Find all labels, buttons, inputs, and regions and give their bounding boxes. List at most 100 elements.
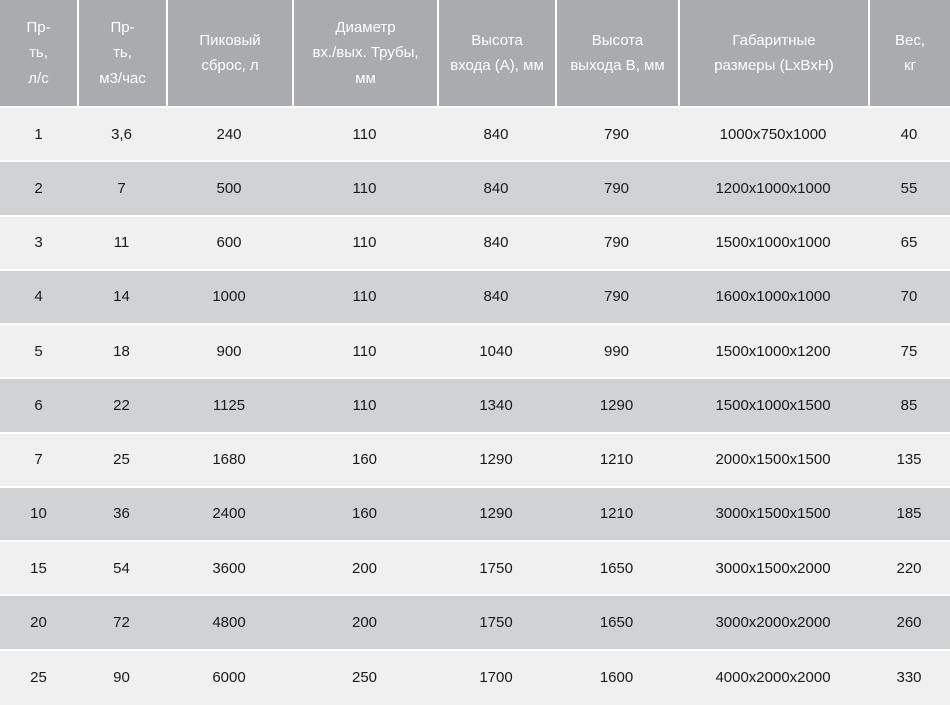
table-cell: 6 xyxy=(0,379,77,434)
table-cell: 840 xyxy=(437,270,555,326)
table-cell: 70 xyxy=(868,270,950,326)
table-cell: 6000 xyxy=(166,650,292,705)
table-cell: 240 xyxy=(166,108,292,163)
table-cell: 18 xyxy=(77,325,166,380)
table-cell: 790 xyxy=(555,108,678,163)
table-cell: 200 xyxy=(292,542,437,597)
table-cell: 3,6 xyxy=(77,108,166,163)
table-cell: 790 xyxy=(555,216,678,271)
table-body: 1 3,6 240 110 840 790 1000x750x1000 40 2 7 500 110 8… xyxy=(0,108,950,705)
table-cell: 1500x1000x1000 xyxy=(678,216,868,271)
column-header-1: Пр- ть, л/с xyxy=(0,0,77,108)
table-row: 5 18 900 110 1040 990 1500x1000x1200 75 xyxy=(0,325,950,380)
table-cell: 1000 xyxy=(166,270,292,326)
table-cell: 200 xyxy=(292,596,437,651)
table-cell: 110 xyxy=(292,216,437,271)
table-row: 15 54 3600 200 1750 1650 3000x1500x2000 220 xyxy=(0,542,950,597)
column-header-8: Вес, кг xyxy=(868,0,950,108)
table-cell: 22 xyxy=(77,379,166,434)
table-cell: 20 xyxy=(0,596,77,651)
table-cell: 110 xyxy=(292,379,437,434)
table-cell: 3600 xyxy=(166,542,292,597)
table-cell: 1290 xyxy=(437,433,555,488)
table-row: 3 11 600 110 840 790 1500x1000x1000 65 xyxy=(0,216,950,271)
table-cell: 55 xyxy=(868,162,950,217)
table-cell: 1290 xyxy=(437,487,555,543)
column-header-5: Высота входа (А), мм xyxy=(437,0,555,108)
table-cell: 14 xyxy=(77,270,166,326)
table-row: 25 90 6000 250 1700 1600 4000x2000x2000 330 xyxy=(0,650,950,705)
column-header-2: Пр- ть, м3/час xyxy=(77,0,166,108)
table-cell: 85 xyxy=(868,379,950,434)
table-cell: 1680 xyxy=(166,433,292,488)
table-cell: 72 xyxy=(77,596,166,651)
table-cell: 11 xyxy=(77,216,166,271)
table-cell: 135 xyxy=(868,433,950,488)
table-cell: 1650 xyxy=(555,542,678,597)
table-cell: 900 xyxy=(166,325,292,380)
table-cell: 1750 xyxy=(437,596,555,651)
table-cell: 1700 xyxy=(437,650,555,705)
table-cell: 4800 xyxy=(166,596,292,651)
table-cell: 600 xyxy=(166,216,292,271)
table-cell: 110 xyxy=(292,108,437,163)
table-cell: 790 xyxy=(555,162,678,217)
column-header-3: Пиковый сброс, л xyxy=(166,0,292,108)
table-cell: 220 xyxy=(868,542,950,597)
table-cell: 40 xyxy=(868,108,950,163)
header-row: Пр- ть, л/с Пр- ть, м3/час Пиковый сброс, … xyxy=(0,0,950,108)
table-cell: 1 xyxy=(0,108,77,163)
table-cell: 2000x1500x1500 xyxy=(678,433,868,488)
column-header-6: Высота выхода В, мм xyxy=(555,0,678,108)
table-cell: 25 xyxy=(0,650,77,705)
table-cell: 4 xyxy=(0,270,77,326)
table-cell: 1125 xyxy=(166,379,292,434)
table-cell: 1500x1000x1500 xyxy=(678,379,868,434)
table-cell: 1210 xyxy=(555,433,678,488)
table-cell: 110 xyxy=(292,270,437,326)
table-header: Пр- ть, л/с Пр- ть, м3/час Пиковый сброс, … xyxy=(0,0,950,108)
table-cell: 2400 xyxy=(166,487,292,543)
table-cell: 160 xyxy=(292,433,437,488)
table-cell: 65 xyxy=(868,216,950,271)
table-row: 7 25 1680 160 1290 1210 2000x1500x1500 135 xyxy=(0,433,950,488)
table-cell: 1650 xyxy=(555,596,678,651)
table-cell: 990 xyxy=(555,325,678,380)
table-cell: 790 xyxy=(555,270,678,326)
table-cell: 3 xyxy=(0,216,77,271)
table-row: 2 7 500 110 840 790 1200x1000x1000 55 xyxy=(0,162,950,217)
table-cell: 840 xyxy=(437,216,555,271)
table-cell: 260 xyxy=(868,596,950,651)
table-row: 1 3,6 240 110 840 790 1000x750x1000 40 xyxy=(0,108,950,163)
table-cell: 110 xyxy=(292,325,437,380)
table-row: 20 72 4800 200 1750 1650 3000x2000x2000 260 xyxy=(0,596,950,651)
table-cell: 330 xyxy=(868,650,950,705)
table-row: 6 22 1125 110 1340 1290 1500x1000x1500 85 xyxy=(0,379,950,434)
table-cell: 4000x2000x2000 xyxy=(678,650,868,705)
table-cell: 54 xyxy=(77,542,166,597)
table-cell: 1500x1000x1200 xyxy=(678,325,868,380)
table-cell: 840 xyxy=(437,108,555,163)
table-cell: 1600x1000x1000 xyxy=(678,270,868,326)
table-cell: 3000x1500x1500 xyxy=(678,487,868,543)
table-cell: 1290 xyxy=(555,379,678,434)
table-cell: 1040 xyxy=(437,325,555,380)
table-row: 4 14 1000 110 840 790 1600x1000x1000 70 xyxy=(0,270,950,326)
table-cell: 75 xyxy=(868,325,950,380)
table-cell: 10 xyxy=(0,487,77,543)
table-cell: 7 xyxy=(77,162,166,217)
table-cell: 500 xyxy=(166,162,292,217)
column-header-7: Габаритные размеры (LxBxH) xyxy=(678,0,868,108)
table-cell: 1750 xyxy=(437,542,555,597)
table-cell: 1000x750x1000 xyxy=(678,108,868,163)
table-cell: 160 xyxy=(292,487,437,543)
table-row: 10 36 2400 160 1290 1210 3000x1500x1500 185 xyxy=(0,487,950,543)
table-cell: 840 xyxy=(437,162,555,217)
table-cell: 25 xyxy=(77,433,166,488)
table-cell: 7 xyxy=(0,433,77,488)
table-cell: 3000x1500x2000 xyxy=(678,542,868,597)
table-cell: 1210 xyxy=(555,487,678,543)
table-cell: 250 xyxy=(292,650,437,705)
table-cell: 2 xyxy=(0,162,77,217)
